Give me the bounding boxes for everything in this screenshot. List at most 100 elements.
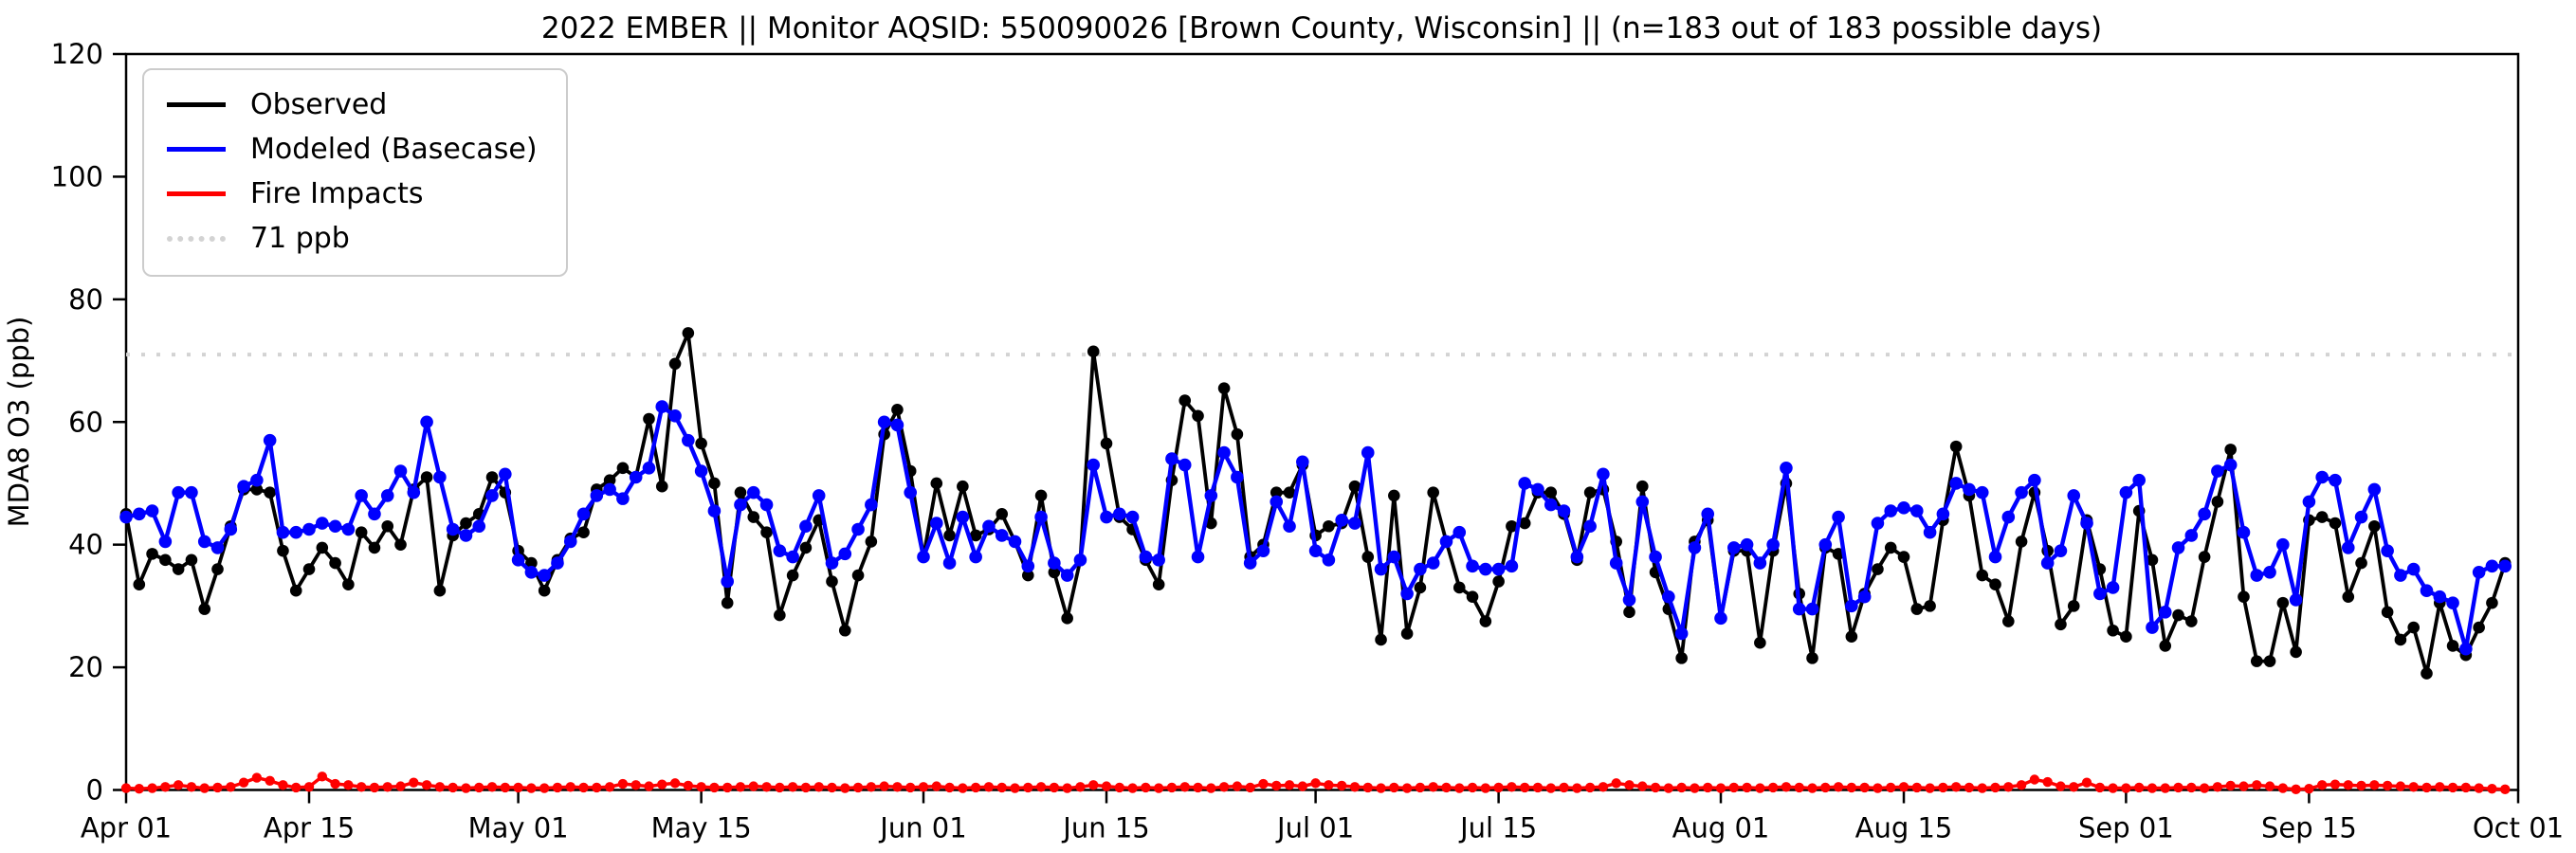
legend-item-modeled: Modeled (Basecase) xyxy=(167,134,538,165)
fire-impacts-marker xyxy=(539,783,550,793)
fire-impacts-marker xyxy=(1807,783,1818,793)
fire-impacts-marker xyxy=(1193,782,1203,793)
observed-marker xyxy=(826,575,838,588)
x-tick-label: Aug 15 xyxy=(1855,812,1953,844)
fire-impacts-marker xyxy=(852,782,864,793)
fire-impacts-marker xyxy=(2225,780,2236,791)
x-tick-label: Oct 01 xyxy=(2473,812,2564,844)
fire-impacts-marker xyxy=(840,783,850,793)
fire-impacts-marker xyxy=(1545,783,1556,793)
fire-impacts-marker xyxy=(1728,782,1739,793)
legend: Observed Modeled (Basecase) Fire Impacts… xyxy=(142,68,568,277)
modeled-basecase-marker xyxy=(2001,510,2016,524)
fire-impacts-marker xyxy=(2186,782,2197,793)
fire-impacts-marker xyxy=(735,782,746,792)
observed-marker xyxy=(2159,640,2172,652)
observed-marker xyxy=(1452,581,1466,594)
modeled-basecase-marker xyxy=(1649,550,1662,564)
fire-impacts-marker xyxy=(1114,782,1125,793)
modeled-basecase-marker xyxy=(197,535,211,549)
fire-impacts-marker xyxy=(970,782,981,793)
fire-impacts-marker xyxy=(2042,776,2053,788)
observed-marker xyxy=(133,578,146,591)
observed-marker xyxy=(643,412,655,426)
observed-marker xyxy=(302,563,316,575)
x-tick-label: Sep 01 xyxy=(2078,812,2174,844)
observed-marker xyxy=(381,519,394,533)
modeled-basecase-marker xyxy=(2040,556,2055,570)
x-tick-label: Sep 15 xyxy=(2261,812,2357,844)
fire-impacts-marker xyxy=(2329,779,2341,789)
legend-label-observed: Observed xyxy=(250,88,388,121)
modeled-basecase-marker xyxy=(1845,599,1858,613)
observed-marker xyxy=(2198,551,2211,563)
modeled-basecase-marker xyxy=(1557,504,1571,517)
fire-impacts-marker xyxy=(2147,783,2158,793)
observed-marker xyxy=(460,517,472,530)
modeled-basecase-marker xyxy=(2211,464,2224,478)
modeled-basecase-marker xyxy=(1583,519,1597,534)
modeled-basecase-marker xyxy=(1897,501,1910,515)
modeled-basecase-marker xyxy=(759,498,774,512)
fire-impacts-marker xyxy=(160,782,171,792)
modeled-basecase-marker xyxy=(1857,590,1872,604)
fire-impacts-marker xyxy=(1218,782,1230,792)
modeled-basecase-marker xyxy=(1701,507,1715,521)
fire-impacts-marker xyxy=(1441,782,1452,793)
observed-marker xyxy=(2381,606,2394,619)
fire-impacts-marker xyxy=(1493,782,1504,793)
x-tick-label: May 15 xyxy=(651,812,752,844)
modeled-basecase-marker xyxy=(642,461,656,475)
fire-impacts-marker xyxy=(1611,778,1621,789)
observed-marker xyxy=(2329,517,2342,530)
fire-impacts-marker xyxy=(1886,782,1896,793)
observed-marker xyxy=(1388,489,1400,502)
observed-marker xyxy=(1583,486,1597,499)
modeled-basecase-marker xyxy=(2171,541,2185,554)
fire-impacts-marker xyxy=(1938,782,1948,793)
fire-impacts-marker xyxy=(343,780,354,790)
fire-impacts-marker xyxy=(709,782,720,793)
observed-marker xyxy=(2486,596,2498,609)
modeled-basecase-marker xyxy=(2198,507,2211,521)
observed-marker xyxy=(603,474,616,487)
observed-marker xyxy=(1845,630,1858,644)
observed-marker xyxy=(1754,636,1766,649)
modeled-basecase-marker xyxy=(1165,452,1178,465)
fire-impacts-marker xyxy=(683,780,694,791)
modeled-basecase-marker xyxy=(590,489,604,502)
y-tick-label: 120 xyxy=(51,38,103,70)
observed-marker xyxy=(1400,627,1414,640)
modeled-basecase-marker xyxy=(2067,489,2081,502)
fire-impacts-marker xyxy=(2408,782,2419,792)
modeled-basecase-marker xyxy=(1597,467,1610,481)
modeled-basecase-marker xyxy=(576,507,591,521)
modeled-basecase-marker xyxy=(420,415,433,429)
observed-marker xyxy=(851,569,865,582)
modeled-basecase-marker xyxy=(877,415,891,429)
fire-impacts-marker xyxy=(2304,784,2314,794)
observed-marker xyxy=(342,578,355,591)
fire-impacts-marker xyxy=(2382,780,2393,791)
fire-impacts-marker xyxy=(2277,783,2289,793)
modeled-basecase-marker xyxy=(1374,562,1388,576)
fire-impacts-marker xyxy=(1715,783,1726,793)
fire-impacts-marker xyxy=(1153,783,1164,793)
observed-marker xyxy=(2394,633,2407,646)
modeled-basecase-marker xyxy=(2315,470,2329,484)
modeled-basecase-marker xyxy=(1034,510,1048,524)
modeled-basecase-marker xyxy=(1466,559,1479,573)
fire-impacts-marker xyxy=(1035,782,1047,792)
fire-impacts-marker xyxy=(827,782,837,793)
fire-impacts-marker xyxy=(2016,780,2027,790)
modeled-basecase-marker xyxy=(1949,477,1963,490)
y-tick-label: 0 xyxy=(86,774,103,807)
modeled-basecase-marker xyxy=(1505,559,1519,573)
fire-impacts-marker xyxy=(330,778,340,789)
observed-marker xyxy=(316,541,329,554)
fire-impacts-marker xyxy=(630,780,641,790)
fire-impacts-marker xyxy=(657,779,667,789)
observed-marker xyxy=(1492,575,1505,588)
modeled-basecase-marker xyxy=(1243,556,1257,570)
fire-impacts-marker xyxy=(1362,782,1373,793)
